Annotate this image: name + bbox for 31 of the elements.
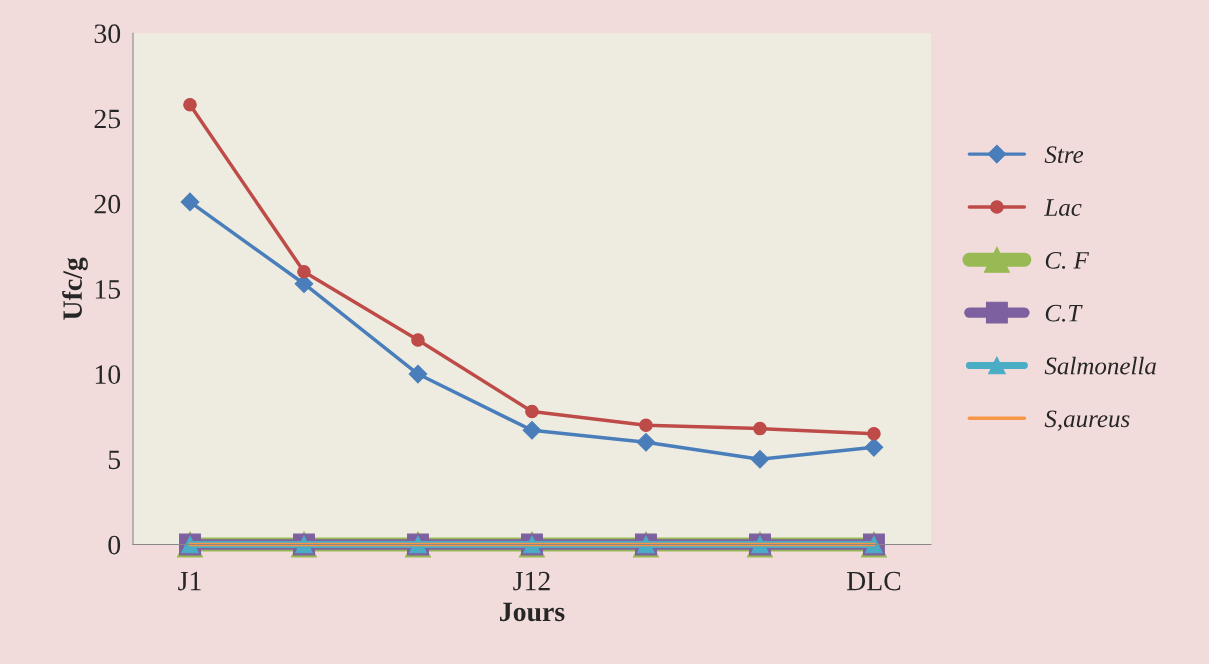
y-tick-label: 20 xyxy=(94,194,121,214)
x-tick-label: J1 xyxy=(178,571,201,591)
point xyxy=(297,265,311,279)
point xyxy=(522,420,542,440)
legend-label: Stre xyxy=(1044,146,1084,164)
x-axis-title: Jours xyxy=(500,602,565,622)
point xyxy=(411,333,425,347)
point xyxy=(180,192,200,212)
point xyxy=(636,432,656,452)
legend-label: C.T xyxy=(1045,304,1083,322)
x-tick-label: DLC xyxy=(846,571,901,591)
y-tick-label: 10 xyxy=(95,365,121,384)
legend-label: Salmonella xyxy=(1044,356,1156,375)
y-tick-label: 0 xyxy=(108,535,121,555)
y-tick-label: 25 xyxy=(94,109,121,129)
point xyxy=(639,418,653,432)
point xyxy=(408,364,428,384)
y-axis-title: Ufc/g xyxy=(62,257,88,320)
legend-label: S,aureus xyxy=(1044,410,1130,431)
point xyxy=(864,437,884,457)
point xyxy=(525,404,539,419)
legend-label: C. F xyxy=(1045,251,1090,269)
y-tick-label: 5 xyxy=(108,450,121,470)
point xyxy=(183,98,197,112)
legend-label: Lac xyxy=(1044,199,1082,216)
point xyxy=(753,421,767,436)
point xyxy=(750,449,770,469)
x-tick-label: J12 xyxy=(513,571,550,591)
y-tick-label: 15 xyxy=(95,280,121,299)
y-tick-label: 30 xyxy=(94,24,121,44)
point xyxy=(867,426,881,441)
